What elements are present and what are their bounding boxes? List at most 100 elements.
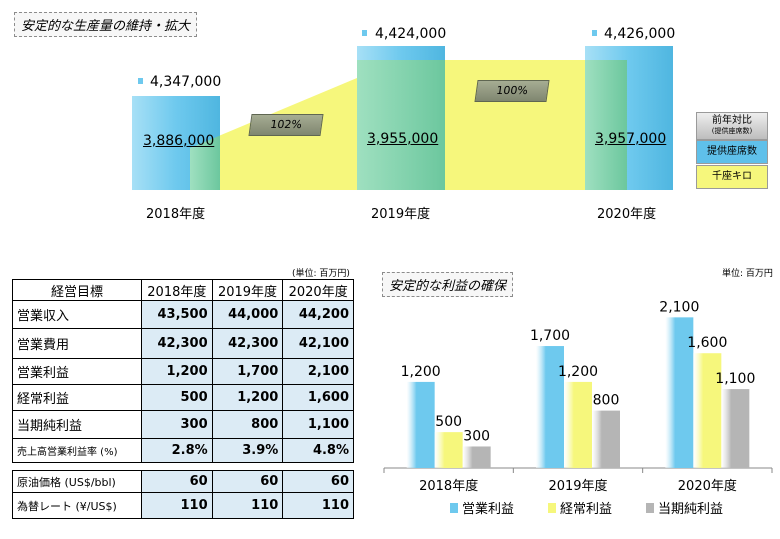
legend-swatch-営業利益	[450, 503, 458, 513]
row-label: 営業費用	[12, 328, 142, 359]
bar-当期純利益-2019年度	[592, 410, 620, 468]
ratio-2019: 102%	[248, 114, 324, 136]
row-label: 原油価格 (US$/bbl)	[12, 470, 142, 493]
bar-営業利益-2018年度	[406, 381, 435, 468]
category-label: 2018年度	[419, 478, 478, 494]
table-row: 当期純利益 300 800 1,100	[12, 410, 354, 439]
table-header-row: 経営目標 2018年度 2019年度 2020年度	[12, 279, 354, 301]
row-label: 営業収入	[12, 300, 142, 329]
cell: 2,100	[282, 358, 354, 385]
profit-chart-title: 安定的な利益の確保	[382, 272, 514, 297]
category-label: 2019年度	[548, 478, 607, 494]
data-label: 300	[463, 428, 490, 444]
legend-label: 営業利益	[462, 501, 514, 517]
legend-seats: 提供座席数	[696, 140, 768, 164]
table-row: 営業収入 43,500 44,000 44,200	[12, 300, 354, 329]
header-cell: 2018年度	[141, 279, 213, 301]
year-label-2020: 2020年度	[597, 207, 657, 222]
marker-2018	[138, 78, 143, 84]
legend-swatch-経常利益	[548, 503, 556, 513]
cell: 500	[141, 384, 213, 411]
cell: 43,500	[141, 300, 213, 329]
cell: 110	[282, 492, 354, 519]
table-row: 経常利益 500 1,200 1,600	[12, 384, 354, 411]
bar-経常利益-2020年度	[693, 353, 722, 468]
legend-yoy-sublabel: (提供座席数)	[711, 127, 753, 135]
cell: 44,000	[211, 300, 284, 329]
cell: 1,100	[282, 410, 354, 439]
year-label-2018: 2018年度	[146, 207, 206, 222]
header-cell: 2020年度	[282, 279, 354, 301]
data-label: 800	[593, 393, 620, 409]
production-chart-title: 安定的な生産量の維持・拡大	[14, 12, 198, 37]
year-label-2019: 2019年度	[371, 207, 431, 222]
row-label: 売上高営業利益率 (%)	[12, 438, 142, 463]
row-label: 当期純利益	[12, 410, 142, 439]
cell: 4.8%	[282, 438, 354, 463]
cell: 800	[211, 410, 284, 439]
row-label: 為替レート (¥/US$)	[12, 492, 142, 519]
cell: 1,600	[282, 384, 354, 411]
bar-営業利益-2019年度	[536, 346, 564, 468]
table-row: 売上高営業利益率 (%) 2.8% 3.9% 4.8%	[12, 438, 354, 463]
cell: 2.8%	[141, 438, 213, 463]
cell: 42,100	[282, 328, 354, 359]
category-label: 2020年度	[678, 478, 737, 494]
legend-label: 当期純利益	[658, 502, 723, 517]
data-label: 1,200	[558, 364, 598, 380]
data-label: 2,100	[659, 299, 699, 315]
seat-km-value-2019: 3,955,000	[367, 131, 439, 147]
legend-yoy: 前年対比 (提供座席数)	[696, 112, 768, 140]
overlap-2020	[585, 60, 627, 190]
bar-経常利益-2018年度	[434, 432, 463, 468]
cell: 300	[141, 410, 213, 439]
seat-km-value-2020: 3,957,000	[595, 131, 667, 147]
cell: 110	[141, 492, 213, 519]
overlap-2019	[357, 60, 445, 190]
cell: 60	[282, 470, 354, 493]
table-row: 原油価格 (US$/bbl) 60 60 60	[12, 470, 354, 493]
table-row: 営業費用 42,300 42,300 42,100	[12, 328, 354, 359]
seats-value-2018: 4,347,000	[150, 74, 222, 90]
bar-当期純利益-2018年度	[462, 446, 491, 468]
profit-chart-unit: 単位: 百万円	[722, 269, 773, 279]
seats-value-2020: 4,426,000	[604, 26, 676, 42]
bar-営業利益-2020年度	[665, 317, 694, 468]
seats-value-2019: 4,424,000	[375, 26, 447, 42]
cell: 60	[211, 470, 284, 493]
seat-km-value-2018: 3,886,000	[143, 133, 215, 149]
row-label: 経常利益	[12, 384, 142, 411]
legend-seat-km: 千座キロ	[696, 165, 768, 189]
management-targets-table: 経営目標 2018年度 2019年度 2020年度 営業収入 43,500 44…	[12, 279, 354, 463]
data-label: 1,600	[687, 335, 727, 351]
header-cell: 2019年度	[211, 279, 284, 301]
table-unit: (単位: 百万円)	[292, 269, 350, 279]
marker-2019	[362, 30, 367, 36]
cell: 1,200	[211, 384, 284, 411]
ratio-2020: 100%	[474, 80, 550, 102]
legend-label: 経常利益	[560, 502, 612, 517]
data-label: 500	[435, 414, 462, 430]
legend-yoy-label: 前年対比	[712, 115, 752, 126]
table-row: 営業利益 1,200 1,700 2,100	[12, 358, 354, 385]
bar-経常利益-2019年度	[564, 381, 592, 468]
row-label: 営業利益	[12, 358, 142, 385]
cell: 44,200	[282, 300, 354, 329]
cell: 1,700	[211, 358, 284, 385]
table-row: 為替レート (¥/US$) 110 110 110	[12, 492, 354, 519]
bar-当期純利益-2020年度	[721, 389, 750, 468]
cell: 42,300	[211, 328, 284, 359]
cell: 60	[141, 470, 213, 493]
header-cell: 経営目標	[12, 279, 142, 301]
cell: 1,200	[141, 358, 213, 385]
data-label: 1,700	[530, 328, 570, 344]
data-label: 1,200	[401, 364, 441, 380]
data-label: 1,100	[715, 371, 755, 387]
legend-swatch-当期純利益	[646, 503, 654, 513]
overlap-2018	[190, 135, 220, 190]
cell: 110	[211, 492, 284, 519]
marker-2020	[592, 30, 597, 36]
cell: 3.9%	[211, 438, 284, 463]
cell: 42,300	[141, 328, 213, 359]
